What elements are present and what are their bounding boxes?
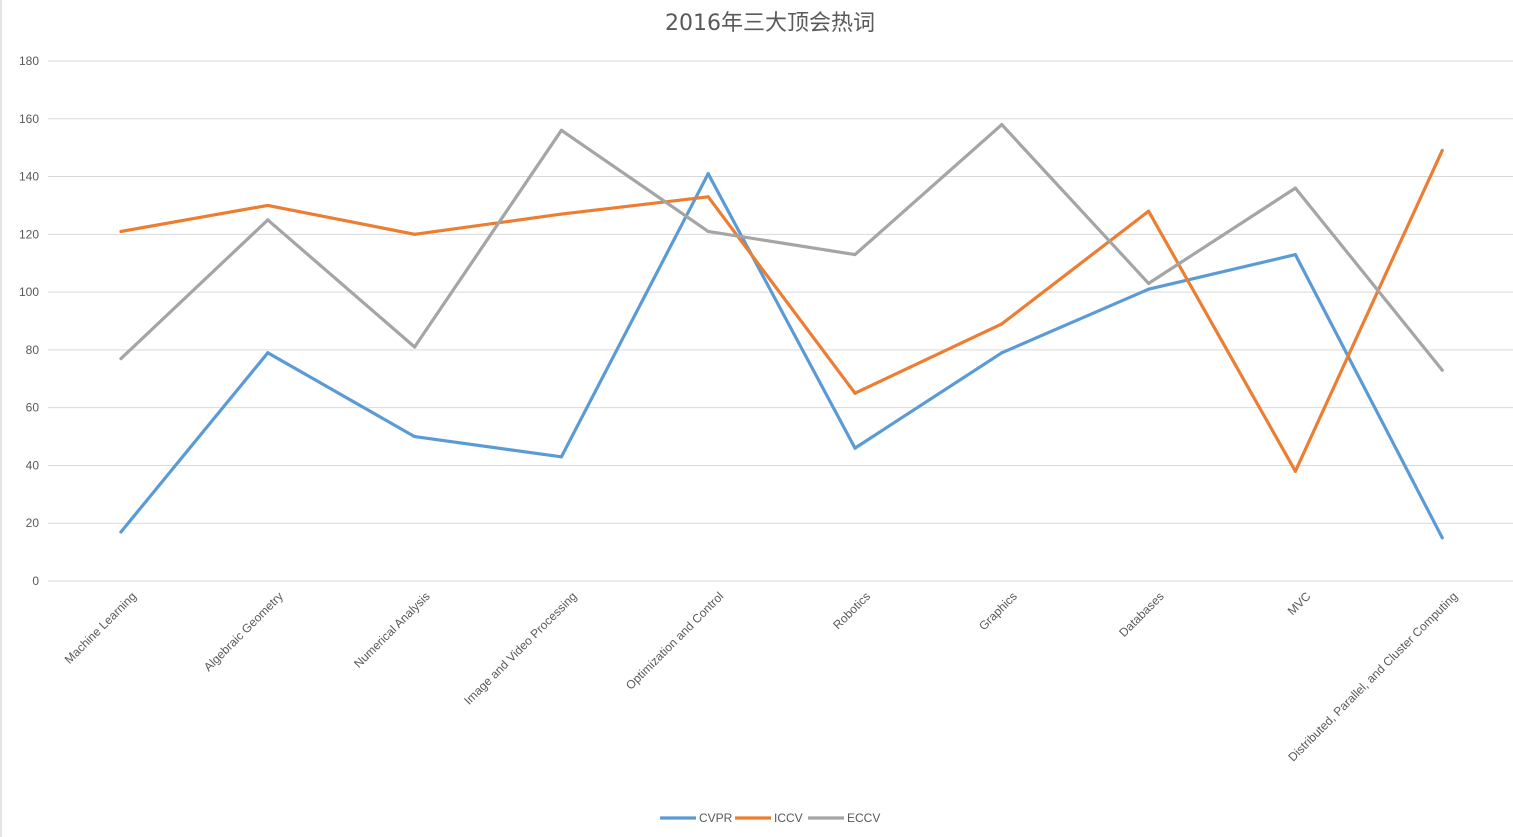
data-point-cvpr [1293, 252, 1297, 257]
data-point-iccv [1293, 469, 1297, 473]
y-tick-label: 140 [19, 170, 39, 184]
data-point-cvpr [1000, 351, 1004, 355]
data-point-eccv [853, 252, 857, 257]
data-point-iccv [1000, 322, 1004, 326]
data-point-cvpr [413, 434, 417, 439]
series-lines [119, 122, 1444, 540]
chart-title: 2016年三大顶会热词 [665, 11, 875, 36]
x-category-label: Numerical Analysis [351, 589, 433, 671]
gridlines [48, 60, 1513, 582]
data-point-eccv [266, 218, 270, 222]
data-point-cvpr [266, 351, 270, 355]
data-point-eccv [413, 345, 417, 349]
data-point-iccv [1147, 209, 1151, 213]
data-point-iccv [853, 391, 857, 395]
y-tick-label: 100 [19, 285, 39, 299]
y-tick-label: 180 [19, 54, 39, 68]
legend-label-cvpr: CVPR [699, 811, 733, 825]
legend-label-iccv: ICCV [774, 811, 803, 825]
x-category-label: Machine Learning [62, 589, 139, 666]
y-axis-tick-labels: 0 20 40 60 80 100 120 140 160 180 [19, 54, 39, 588]
x-category-label: Algebraic Geometry [201, 589, 286, 674]
data-point-eccv [1293, 186, 1297, 190]
legend: CVPR ICCV ECCV [660, 811, 880, 825]
x-category-label: Databases [1116, 589, 1166, 639]
x-category-label: MVC [1285, 589, 1314, 618]
x-category-label: Graphics [976, 589, 1020, 633]
data-point-iccv [413, 232, 417, 236]
data-point-iccv [266, 203, 270, 208]
data-point-iccv [1440, 148, 1444, 153]
series-line-eccv [119, 122, 1444, 372]
y-tick-label: 80 [26, 343, 40, 357]
y-tick-label: 40 [26, 458, 40, 472]
data-point-cvpr [559, 455, 564, 459]
x-axis-category-labels: Machine Learning Algebraic Geometry Numeri… [62, 589, 1461, 764]
data-point-cvpr [706, 172, 710, 176]
y-tick-label: 60 [26, 401, 40, 415]
y-tick-label: 20 [26, 516, 40, 530]
data-point-eccv [559, 128, 564, 132]
data-point-eccv [1000, 122, 1004, 127]
data-point-cvpr [1147, 287, 1151, 291]
y-tick-label: 0 [32, 574, 39, 588]
data-point-cvpr [1440, 536, 1444, 540]
data-point-eccv [119, 356, 123, 361]
data-point-cvpr [119, 530, 123, 534]
x-category-label: Distributed, Parallel, and Cluster Compu… [1285, 589, 1460, 764]
series-line-cvpr [119, 172, 1444, 540]
data-point-eccv [1147, 281, 1151, 286]
x-category-label: Robotics [830, 589, 873, 632]
y-tick-label: 120 [19, 227, 39, 241]
series-line-iccv [119, 149, 1444, 473]
x-category-label: Image and Video Processing [461, 589, 579, 707]
data-point-iccv [559, 212, 564, 216]
data-point-cvpr [853, 446, 857, 450]
y-tick-label: 160 [19, 112, 39, 126]
data-point-eccv [706, 229, 710, 234]
data-point-iccv [119, 229, 123, 234]
data-point-iccv [706, 195, 710, 199]
x-category-label: Optimization and Control [623, 589, 726, 692]
data-point-eccv [1440, 368, 1444, 372]
legend-label-eccv: ECCV [847, 811, 880, 825]
